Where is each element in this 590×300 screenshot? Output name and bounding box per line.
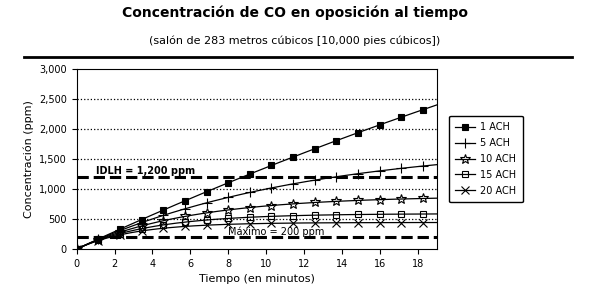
1 ACH <box>287 156 294 160</box>
1 ACH <box>424 106 431 110</box>
15 ACH <box>433 212 440 216</box>
1 ACH <box>246 172 253 176</box>
5 ACH <box>73 247 80 251</box>
Line: 10 ACH: 10 ACH <box>72 193 441 254</box>
10 ACH <box>368 198 375 202</box>
5 ACH <box>368 170 375 174</box>
20 ACH <box>368 221 375 224</box>
10 ACH <box>268 204 275 207</box>
15 ACH <box>73 247 80 251</box>
15 ACH <box>368 213 375 216</box>
Line: 20 ACH: 20 ACH <box>73 218 441 253</box>
Text: Máximo = 200 ppm: Máximo = 200 ppm <box>228 226 324 237</box>
15 ACH <box>268 214 275 218</box>
20 ACH <box>244 222 251 226</box>
X-axis label: Tiempo (en minutos): Tiempo (en minutos) <box>199 274 314 284</box>
Text: Concentración de CO en oposición al tiempo: Concentración de CO en oposición al tiem… <box>122 6 468 20</box>
15 ACH <box>244 215 251 219</box>
5 ACH <box>433 163 440 166</box>
5 ACH <box>424 164 431 167</box>
20 ACH <box>287 221 294 225</box>
15 ACH <box>246 215 253 219</box>
20 ACH <box>268 221 275 225</box>
10 ACH <box>244 206 251 209</box>
20 ACH <box>73 247 80 251</box>
Line: 15 ACH: 15 ACH <box>74 211 440 252</box>
5 ACH <box>246 190 253 194</box>
5 ACH <box>244 191 251 195</box>
Text: (salón de 283 metros cúbicos [10,000 pies cúbicos]): (salón de 283 metros cúbicos [10,000 pie… <box>149 36 441 46</box>
10 ACH <box>287 202 294 206</box>
5 ACH <box>268 186 275 190</box>
10 ACH <box>73 247 80 251</box>
Line: 1 ACH: 1 ACH <box>74 102 440 252</box>
Y-axis label: Concentración (ppm): Concentración (ppm) <box>23 100 34 218</box>
1 ACH <box>244 173 251 177</box>
20 ACH <box>433 221 440 224</box>
20 ACH <box>424 221 431 224</box>
10 ACH <box>424 196 431 200</box>
1 ACH <box>433 103 440 107</box>
Line: 5 ACH: 5 ACH <box>72 160 441 254</box>
Text: IDLH = 1,200 ppm: IDLH = 1,200 ppm <box>96 166 195 176</box>
1 ACH <box>268 164 275 167</box>
15 ACH <box>424 212 431 216</box>
10 ACH <box>246 206 253 209</box>
10 ACH <box>433 196 440 200</box>
20 ACH <box>246 222 253 226</box>
1 ACH <box>73 247 80 251</box>
1 ACH <box>368 126 375 130</box>
5 ACH <box>287 182 294 186</box>
15 ACH <box>287 214 294 217</box>
Legend: 1 ACH, 5 ACH, 10 ACH, 15 ACH, 20 ACH: 1 ACH, 5 ACH, 10 ACH, 15 ACH, 20 ACH <box>448 116 523 202</box>
